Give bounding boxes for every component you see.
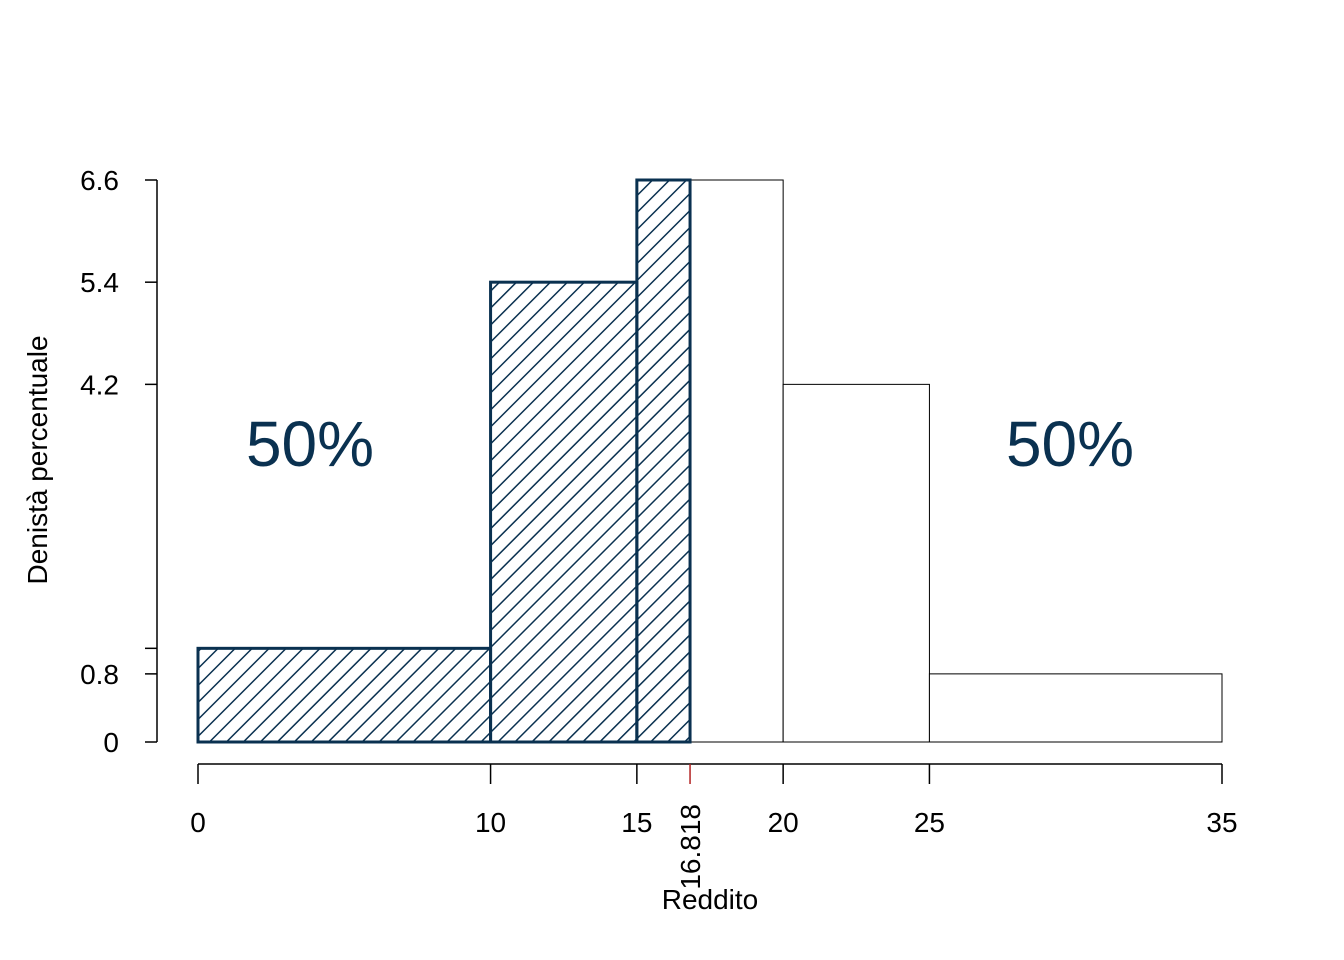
y-axis-title: Denistà percentuale (22, 335, 53, 584)
median-tick-label: 16.818 (675, 804, 706, 890)
y-tick-label-0: 0 (103, 727, 119, 758)
y-tick-label-2: 4.2 (80, 369, 119, 400)
x-axis: 0 10 15 20 25 35 16.818 (190, 763, 1238, 890)
hatched-area-group (196, 178, 692, 744)
y-tick-label-3: 5.4 (80, 267, 119, 298)
x-tick-label-4: 25 (914, 807, 945, 838)
histogram-bar-4 (928, 673, 1223, 743)
y-tick-label-4: 6.6 (80, 165, 119, 196)
region-label-right: 50% (1006, 408, 1134, 480)
x-tick-label-2: 15 (621, 807, 652, 838)
hatched-area-fill (198, 180, 691, 742)
x-tick-label-0: 0 (190, 807, 206, 838)
x-tick-label-5: 35 (1206, 807, 1237, 838)
x-axis-title: Reddito (662, 884, 759, 915)
region-label-left: 50% (246, 408, 374, 480)
histogram-bar-3 (782, 383, 930, 743)
y-axis: 0 0.8 4.2 5.4 6.6 (80, 165, 158, 758)
y-tick-label-1: 0.8 (80, 659, 119, 690)
labels-group: Reddito Denistà percentuale 50% 50% (22, 335, 1134, 915)
x-tick-label-1: 10 (475, 807, 506, 838)
hatched-bar-outline-2 (635, 178, 692, 744)
x-tick-label-3: 20 (768, 807, 799, 838)
